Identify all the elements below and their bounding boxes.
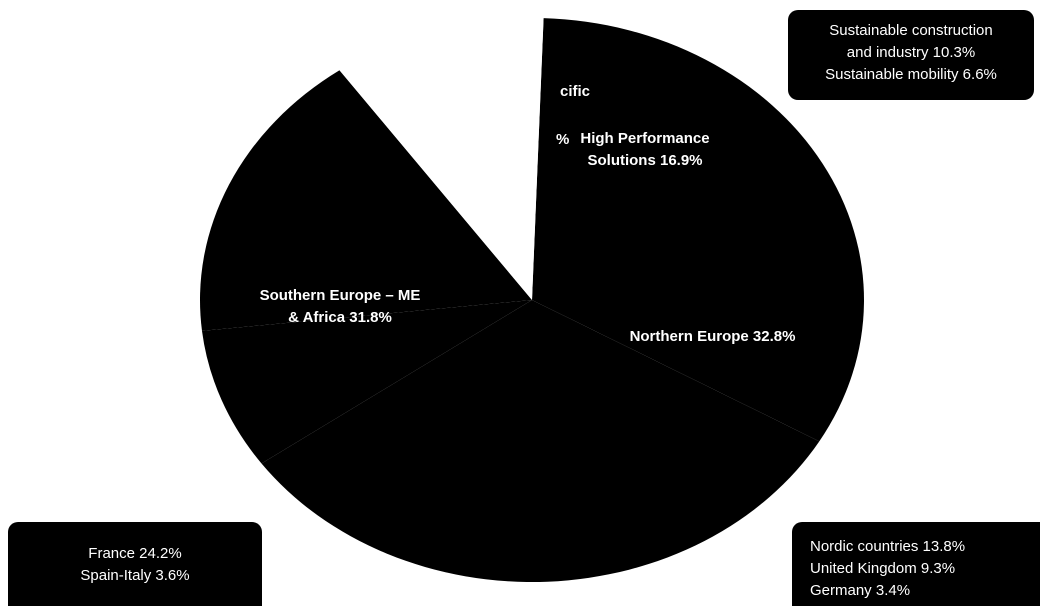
pie-slice (261, 300, 820, 582)
northern-breakdown-callout: Nordic countries 13.8% United Kingdom 9.… (792, 522, 1040, 606)
callout-line: United Kingdom 9.3% (810, 560, 956, 577)
pie-slices (200, 18, 865, 582)
callout-line: Germany 3.4% (810, 582, 911, 599)
southern-europe-label: Southern Europe – ME & Africa 31.8% (259, 287, 421, 326)
callout-line: and industry 10.3% (846, 44, 976, 61)
asia-pacific-label-partial: cific % (556, 83, 591, 148)
callout-line: Nordic countries 13.8% (810, 538, 966, 555)
southern-breakdown-callout: France 24.2% Spain-Italy 3.6% (8, 522, 262, 606)
pie-slice (532, 18, 865, 442)
hps-breakdown-callout: Sustainable construction and industry 10… (788, 10, 1034, 100)
pie-slice (339, 18, 544, 301)
callout-line: Sustainable construction (829, 22, 993, 39)
high-performance-label: High Performance Solutions 16.9% (580, 130, 710, 169)
pie-slice (200, 70, 532, 331)
callout-line: Sustainable mobility 6.6% (825, 66, 997, 83)
callout-line: Spain-Italy 3.6% (80, 567, 190, 584)
callout-line: France 24.2% (88, 545, 182, 562)
pie-slice (201, 300, 533, 464)
northern-europe-label: Northern Europe 32.8% (629, 328, 796, 345)
